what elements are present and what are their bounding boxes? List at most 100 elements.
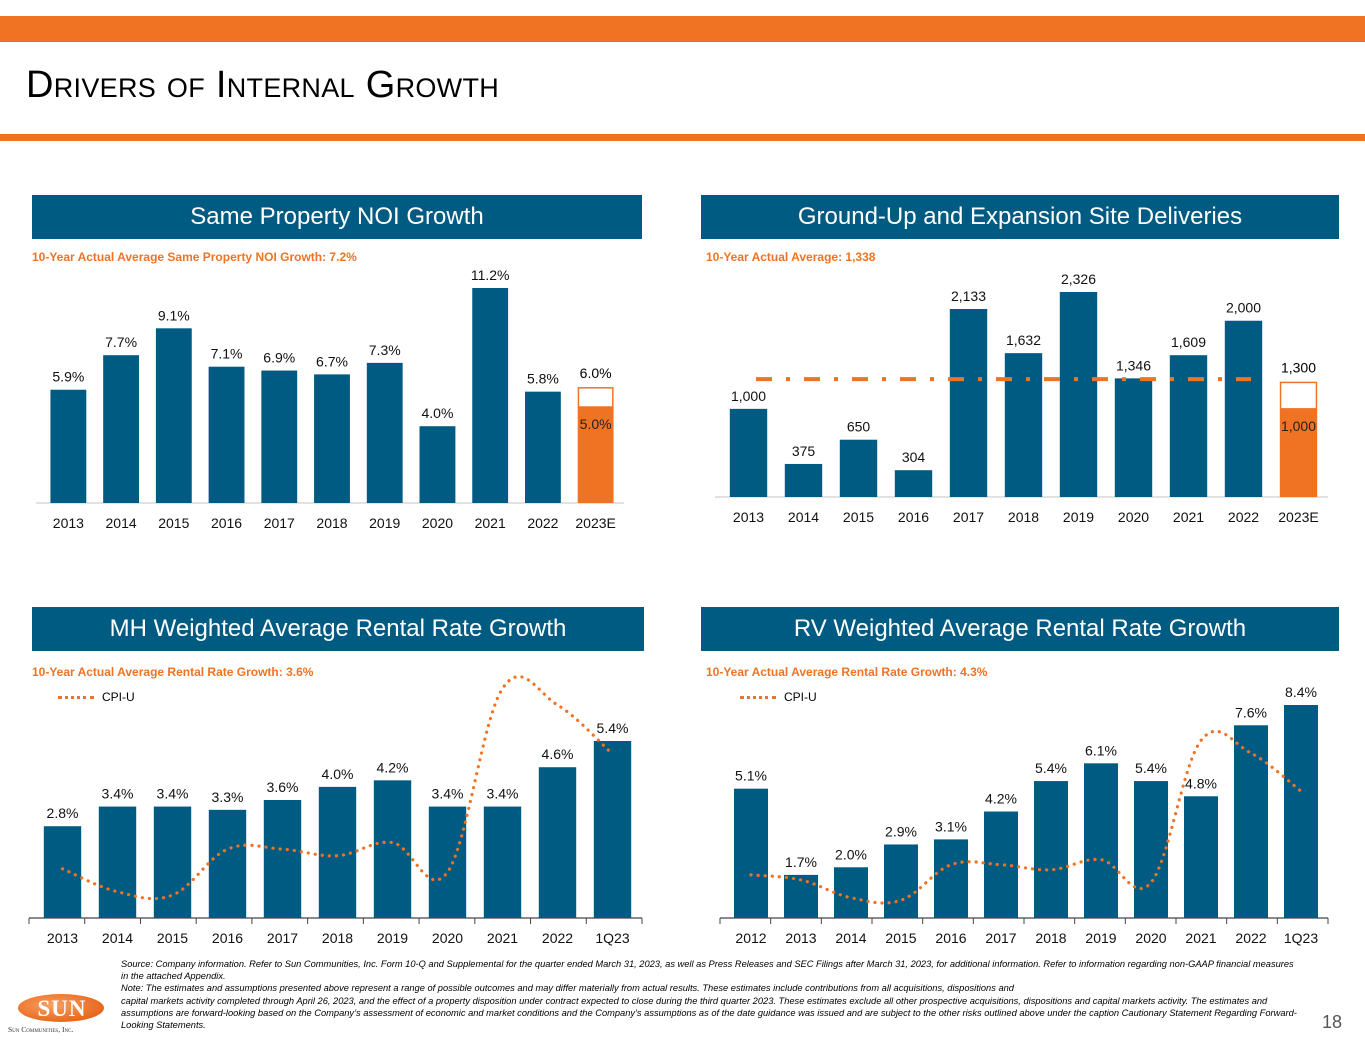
x-tick-label: 1Q23 [1284, 930, 1318, 946]
x-tick-label: 2017 [985, 930, 1016, 946]
bar [1059, 292, 1098, 497]
cpi-u-line [749, 729, 1303, 905]
x-tick-label: 2020 [422, 515, 453, 531]
data-label: 6.9% [263, 350, 295, 366]
data-label: 3.4% [157, 786, 189, 802]
data-label: 2,000 [1226, 300, 1261, 316]
bar [1114, 378, 1153, 497]
data-label-estimate-high: 6.0% [580, 365, 612, 381]
bar-estimate-range [577, 387, 614, 408]
data-label: 1.7% [785, 854, 817, 870]
data-label: 8.4% [1285, 684, 1317, 700]
bar [1224, 320, 1263, 497]
title-divider [0, 134, 1365, 141]
panel-header-mh: MH Weighted Average Rental Rate Growth [32, 607, 644, 651]
x-tick-label: 2017 [264, 515, 295, 531]
x-tick-label: 2015 [157, 930, 188, 946]
bar-estimate-range [1279, 381, 1318, 410]
chart-rv-rental-growth: 5.1% 2012 1.7% 2013 2.0% 2014 2.9% 2015 3.1% 2016… [719, 684, 1329, 946]
bar [261, 370, 298, 503]
logo-subtext: Sun Communities, Inc. [8, 1025, 74, 1034]
data-label: 4.2% [985, 791, 1017, 807]
bar [1169, 355, 1208, 497]
bar [734, 788, 768, 918]
x-tick-label: 2016 [898, 509, 929, 525]
x-tick-label: 2017 [267, 930, 298, 946]
x-tick-label: 2021 [1173, 509, 1204, 525]
data-label: 4.6% [542, 746, 574, 762]
footer-note: Note: The estimates and assumptions pres… [121, 983, 1014, 994]
data-label: 7.3% [369, 342, 401, 358]
bar [43, 826, 82, 918]
legend-dotted-line-icon [740, 695, 776, 699]
x-tick-label: 2019 [369, 515, 400, 531]
data-label: 7.7% [105, 334, 137, 350]
bar [884, 844, 918, 918]
bar [1084, 763, 1118, 918]
data-label: 5.4% [1135, 760, 1167, 776]
data-label: 4.0% [322, 766, 354, 782]
data-label: 6.1% [1085, 742, 1117, 758]
panel-subtitle-deliveries: 10-Year Actual Average: 1,338 [706, 250, 876, 264]
data-label: 5.4% [597, 720, 629, 736]
x-tick-label: 2014 [835, 930, 866, 946]
footer-source: Source: Company information. Refer to Su… [121, 959, 1294, 982]
x-tick-label: 2023E [575, 515, 615, 531]
panel-subtitle-mh: 10-Year Actual Average Rental Rate Growt… [32, 665, 314, 679]
data-label: 2.8% [47, 805, 79, 821]
data-label: 7.1% [211, 346, 243, 362]
bar [784, 463, 823, 497]
x-tick-label: 2017 [953, 509, 984, 525]
x-tick-label: 2014 [106, 515, 137, 531]
bar [50, 389, 87, 503]
bar [524, 391, 561, 503]
x-tick-label: 2013 [53, 515, 84, 531]
bar [593, 741, 632, 918]
legend-label: CPI-U [102, 690, 135, 704]
x-tick-label: 2022 [1228, 509, 1259, 525]
x-tick-label: 2019 [1085, 930, 1116, 946]
x-tick-label: 2013 [47, 930, 78, 946]
bar [1034, 781, 1068, 918]
bar [208, 809, 247, 918]
data-label: 11.2% [471, 267, 510, 283]
x-tick-label: 2018 [1008, 509, 1039, 525]
bar [1234, 725, 1268, 918]
bar-estimate-low [1279, 408, 1318, 497]
data-label-estimate-high: 1,300 [1281, 359, 1316, 375]
bar [834, 867, 868, 918]
panel-header-deliveries: Ground-Up and Expansion Site Deliveries [701, 195, 1339, 239]
bar [263, 800, 302, 918]
data-label: 2,133 [951, 288, 986, 304]
chart-noi-growth: 5.9% 2013 7.7% 2014 9.1% 2015 7.1% 2016 6.9% 2017… [36, 267, 624, 531]
cpi-u-line [60, 675, 615, 901]
bar [366, 362, 403, 503]
x-tick-label: 2013 [733, 509, 764, 525]
x-tick-label: 2016 [212, 930, 243, 946]
data-label: 5.8% [527, 371, 559, 387]
data-label-estimate-low: 5.0% [580, 416, 612, 432]
data-label: 4.8% [1185, 775, 1217, 791]
bar-estimate-low [577, 407, 614, 503]
bar [155, 328, 192, 503]
data-label: 3.4% [432, 786, 464, 802]
bar [1004, 353, 1043, 497]
bar [314, 374, 350, 503]
logo-text: SUN [37, 996, 87, 1021]
footer-disclaimer: Source: Company information. Refer to Su… [121, 958, 1301, 1031]
bar [894, 470, 933, 497]
bar [208, 366, 245, 503]
x-tick-label: 2020 [1118, 509, 1149, 525]
panel-header-rv: RV Weighted Average Rental Rate Growth [701, 607, 1339, 651]
legend-cpi-mh: CPI-U [58, 690, 135, 704]
x-tick-label: 2015 [885, 930, 916, 946]
bar [153, 806, 192, 918]
data-label: 1,609 [1171, 334, 1206, 350]
logo-sun-oval-icon [18, 994, 104, 1022]
bar [419, 426, 456, 503]
data-label: 3.6% [267, 779, 299, 795]
data-label: 6.7% [316, 353, 348, 369]
bar [839, 439, 878, 497]
legend-cpi-rv: CPI-U [740, 690, 817, 704]
x-tick-label: 2014 [102, 930, 133, 946]
